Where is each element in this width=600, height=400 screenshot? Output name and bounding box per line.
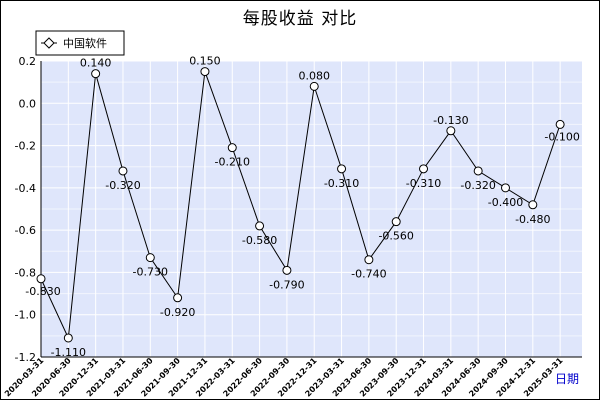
chart-title: 每股收益 对比 (242, 9, 358, 29)
data-label: 0.140 (80, 57, 112, 70)
y-tick-label: -1.0 (15, 309, 36, 322)
data-point (446, 126, 456, 136)
x-axis-label: 日期 (555, 372, 579, 386)
data-label: -0.400 (488, 196, 523, 209)
y-tick-label: -0.8 (15, 266, 36, 279)
data-label: -0.320 (105, 179, 140, 192)
data-label: -0.790 (269, 278, 304, 291)
data-label: -0.310 (324, 177, 359, 190)
data-point (63, 333, 73, 343)
data-point (555, 119, 565, 129)
data-label: 0.150 (189, 55, 221, 68)
data-point (227, 143, 237, 153)
data-label: -0.740 (351, 268, 386, 281)
data-point (91, 69, 101, 79)
data-point (173, 293, 183, 303)
data-label: -0.830 (25, 285, 60, 298)
data-label: -0.560 (378, 230, 413, 243)
data-label: -0.920 (160, 306, 195, 319)
y-tick-label: 0.2 (19, 55, 37, 68)
y-tick-label: -0.4 (15, 182, 36, 195)
data-label: 0.080 (298, 69, 330, 82)
data-point (309, 81, 319, 91)
legend-marker-swatch (43, 37, 55, 49)
data-label: -0.320 (460, 179, 495, 192)
data-label: -0.100 (544, 130, 579, 143)
data-point (118, 166, 128, 176)
series-line (40, 71, 561, 340)
data-label: -0.210 (215, 156, 250, 169)
data-label: -0.310 (406, 177, 441, 190)
data-label: -0.730 (133, 266, 168, 279)
legend-entry: 中国软件 (63, 36, 107, 50)
data-point (419, 164, 429, 174)
data-point (145, 253, 155, 263)
data-label: -0.480 (515, 213, 550, 226)
data-point (255, 221, 265, 231)
data-point (528, 200, 538, 210)
data-point (36, 274, 46, 284)
y-tick-label: 0.0 (19, 97, 37, 110)
y-tick-label: -0.2 (15, 140, 36, 153)
data-label: -1.110 (51, 346, 86, 359)
data-point (391, 217, 401, 227)
data-point (473, 166, 483, 176)
y-tick-label: -0.6 (15, 224, 36, 237)
data-point (500, 183, 510, 193)
data-point (282, 265, 292, 275)
data-point (337, 164, 347, 174)
data-label: -0.580 (242, 234, 277, 247)
y-tick-label: -1.2 (15, 351, 36, 364)
data-point (200, 67, 210, 77)
data-label: -0.130 (433, 114, 468, 127)
data-point (364, 255, 374, 265)
legend: 中国软件 (35, 30, 125, 56)
